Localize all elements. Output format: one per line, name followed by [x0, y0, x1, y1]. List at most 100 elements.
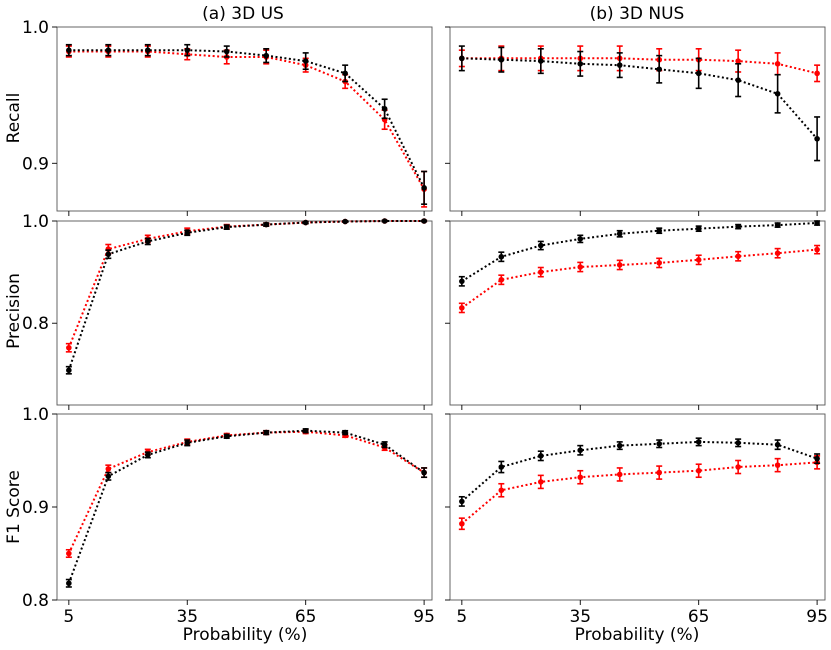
marker	[223, 224, 230, 230]
data-point	[65, 43, 72, 57]
data-point	[774, 222, 781, 228]
marker	[656, 440, 663, 447]
data-point	[774, 457, 781, 473]
data-point	[381, 98, 388, 120]
data-point	[735, 223, 742, 230]
data-point	[814, 64, 821, 83]
series-line	[461, 57, 818, 75]
series-red	[458, 244, 821, 314]
data-point	[342, 429, 349, 436]
marker	[66, 344, 72, 351]
marker	[774, 250, 781, 256]
series-line	[67, 430, 425, 554]
series-black	[65, 43, 428, 205]
data-point	[381, 441, 388, 449]
data-point	[814, 244, 821, 255]
marker	[342, 70, 348, 77]
marker	[498, 487, 505, 494]
marker	[66, 47, 72, 53]
series-black	[65, 218, 428, 375]
series-black	[458, 45, 821, 162]
data-point	[577, 234, 584, 244]
data-point	[656, 227, 663, 235]
marker	[656, 469, 663, 476]
panel-frame	[449, 413, 826, 601]
marker	[381, 105, 388, 112]
marker	[184, 47, 191, 53]
marker	[735, 58, 741, 64]
data-point	[458, 302, 465, 314]
data-point	[381, 218, 388, 224]
series-line	[68, 50, 425, 190]
marker	[105, 466, 112, 472]
panel-nus-recall	[445, 26, 826, 216]
data-point	[263, 48, 270, 64]
x-tick-label: 95	[413, 607, 435, 627]
data-point	[774, 439, 781, 451]
x-tick-label: 65	[295, 607, 317, 627]
data-point	[223, 45, 230, 58]
marker	[105, 47, 112, 53]
marker	[774, 90, 781, 97]
series-line	[461, 57, 818, 140]
marker	[498, 464, 505, 470]
series-line	[461, 461, 818, 525]
data-point	[144, 451, 151, 459]
marker	[105, 251, 112, 258]
marker	[421, 469, 427, 476]
y-tick-label: 0.8	[22, 591, 49, 611]
data-point	[144, 43, 151, 57]
data-point	[498, 274, 505, 286]
data-point	[458, 275, 465, 287]
panel-frame	[449, 220, 826, 406]
marker	[656, 66, 663, 73]
series-line	[461, 222, 818, 283]
y-tick-label: 1.0	[22, 405, 49, 425]
series-line	[67, 220, 425, 371]
panel-frame	[56, 413, 433, 601]
y-tick-label: 1.0	[22, 212, 49, 232]
marker	[144, 452, 151, 458]
marker	[814, 455, 820, 462]
y-tick-label: 0.8	[22, 314, 49, 334]
panel-us-f1: 0.8 0.9 1.0 5 35 65 95	[22, 405, 435, 627]
data-point	[537, 240, 544, 251]
data-point	[814, 116, 821, 162]
marker	[616, 230, 623, 237]
data-point	[616, 441, 623, 451]
panel-frame	[56, 26, 433, 212]
data-point	[695, 225, 702, 233]
data-point	[814, 453, 821, 465]
ylabel-recall: Recall	[4, 93, 24, 144]
data-point	[302, 427, 309, 434]
marker	[616, 471, 623, 478]
marker	[459, 278, 465, 285]
panel-nus-precision	[445, 220, 826, 410]
series-line	[461, 440, 818, 503]
marker	[577, 264, 584, 270]
marker	[302, 219, 309, 226]
panel-us-precision: 0.8 1.0	[22, 212, 433, 410]
y-tick-label: 1.0	[22, 18, 49, 38]
ylabel-precision: Precision	[4, 273, 24, 349]
series-red	[65, 428, 428, 559]
x-tick-label: 5	[456, 607, 467, 627]
data-point	[537, 474, 544, 490]
marker	[105, 473, 112, 480]
data-point	[421, 218, 428, 224]
series-black	[458, 220, 821, 287]
xlabel-nus: Probability (%)	[575, 625, 700, 645]
marker	[144, 238, 151, 245]
data-point	[342, 218, 349, 225]
xlabel-us: Probability (%)	[183, 625, 308, 645]
marker	[814, 70, 820, 77]
marker	[263, 52, 270, 59]
data-point	[223, 433, 230, 440]
data-point	[105, 249, 112, 260]
x-tick-label: 95	[806, 607, 828, 627]
data-point	[695, 437, 702, 447]
data-point	[735, 438, 742, 448]
series-line	[67, 220, 425, 349]
marker	[695, 439, 702, 445]
